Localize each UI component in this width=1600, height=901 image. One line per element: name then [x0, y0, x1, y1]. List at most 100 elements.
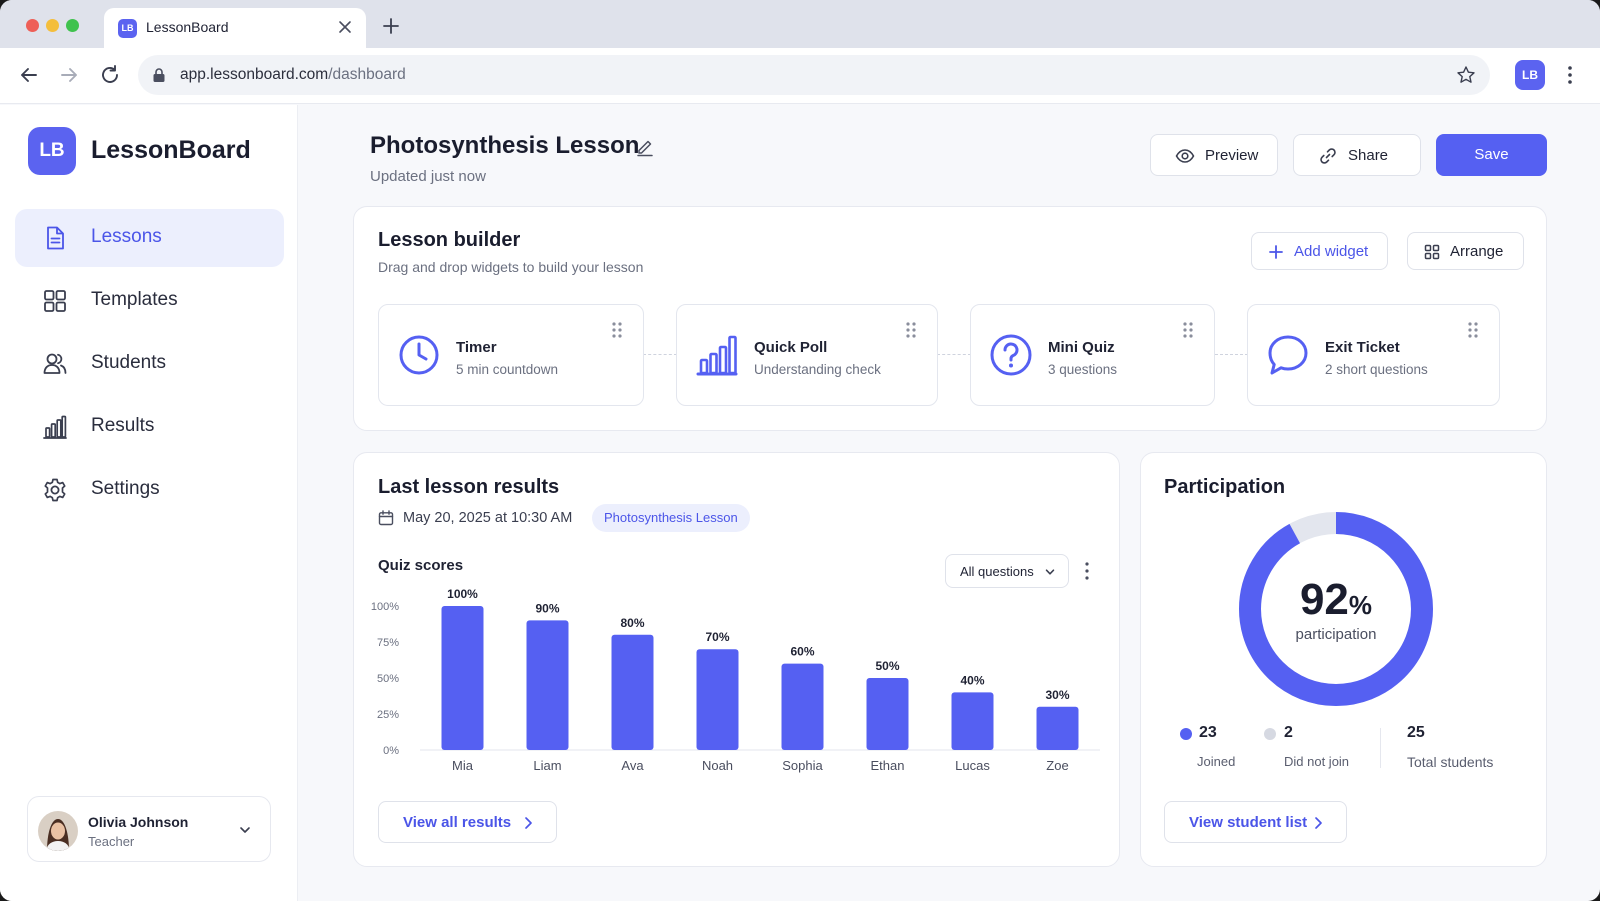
back-icon[interactable]: [17, 63, 41, 87]
question-filter-select[interactable]: All questions: [945, 554, 1069, 588]
x-tick-label: Liam: [533, 758, 561, 773]
chart-bar: [951, 692, 994, 750]
preview-button[interactable]: Preview: [1150, 134, 1278, 176]
results-date: May 20, 2025 at 10:30 AM: [403, 510, 573, 526]
profile-avatar[interactable]: LB: [1515, 60, 1545, 90]
quiz-scores-chart: 0% 25% 50% 75% 100% 100% Mia 90% Liam 80% Ava 70% No…: [371, 587, 1100, 773]
last-updated-status: Updated just now: [370, 168, 486, 185]
data-label: 50%: [875, 659, 899, 673]
chevron-down-icon: [240, 827, 250, 833]
drag-handle-icon[interactable]: [611, 321, 623, 339]
widget-title: Quick Poll: [754, 339, 828, 356]
add-widget-button[interactable]: Add widget: [1251, 232, 1388, 270]
sidebar-item-results[interactable]: Results: [15, 398, 284, 456]
lesson-tag: Photosynthesis Lesson: [592, 504, 750, 532]
sidebar-item-lessons[interactable]: Lessons: [15, 209, 284, 267]
drag-handle-icon[interactable]: [905, 321, 917, 339]
more-options-icon[interactable]: [1084, 561, 1090, 581]
widget-card-mini-quiz[interactable]: Mini Quiz 3 questions: [970, 304, 1215, 406]
document-icon: [47, 226, 64, 250]
preview-label: Preview: [1205, 147, 1259, 164]
widget-connector: [937, 354, 971, 355]
sidebar-item-label: Templates: [91, 289, 178, 310]
sidebar-item-label: Lessons: [91, 226, 162, 247]
browser-tab[interactable]: LB LessonBoard: [104, 8, 366, 48]
chevron-right-icon: [525, 817, 532, 829]
browser-toolbar: app.lessonboard.com/dashboard LB: [0, 48, 1600, 104]
arrange-button[interactable]: Arrange: [1407, 232, 1524, 270]
brand-logo[interactable]: LB: [28, 127, 76, 175]
chart-title: Quiz scores: [378, 557, 464, 574]
close-tab-icon[interactable]: [336, 18, 354, 36]
chat-bubble-icon: [1268, 335, 1308, 375]
add-widget-label: Add widget: [1294, 243, 1369, 260]
widget-subtitle: 2 short questions: [1325, 362, 1428, 377]
chart-bar: [611, 634, 654, 750]
share-button[interactable]: Share: [1293, 134, 1421, 176]
divider: [1380, 728, 1381, 768]
data-label: 40%: [960, 673, 984, 687]
new-tab-icon[interactable]: [382, 17, 400, 35]
x-tick-label: Noah: [702, 758, 733, 773]
close-window-button[interactable]: [26, 19, 39, 32]
edit-pencil-icon[interactable]: [635, 137, 655, 157]
x-tick-label: Ava: [621, 758, 644, 773]
view-student-list-button[interactable]: View student list: [1164, 801, 1347, 843]
gear-icon: [44, 478, 66, 502]
x-tick-label: Ethan: [871, 758, 905, 773]
sidebar-item-templates[interactable]: Templates: [15, 272, 284, 330]
widget-card-timer[interactable]: Timer 5 min countdown: [378, 304, 644, 406]
participation-percent: 92%: [1299, 575, 1373, 624]
sidebar-item-students[interactable]: Students: [15, 335, 284, 393]
reload-icon[interactable]: [98, 63, 122, 87]
arrange-label: Arrange: [1450, 243, 1504, 260]
page-title: Photosynthesis Lesson: [370, 132, 640, 159]
question-filter-value: All questions: [960, 564, 1034, 579]
user-name: Olivia Johnson: [88, 814, 189, 830]
user-menu[interactable]: Olivia Johnson Teacher: [27, 796, 271, 862]
widget-title: Mini Quiz: [1048, 339, 1115, 356]
x-tick-label: Lucas: [955, 758, 990, 773]
results-title: Last lesson results: [378, 476, 560, 498]
joined-count: 23: [1199, 724, 1217, 741]
chart-bar: [866, 678, 909, 750]
share-label: Share: [1348, 147, 1389, 164]
lock-icon: [153, 68, 165, 82]
drag-handle-icon[interactable]: [1182, 321, 1194, 339]
eye-icon: [1175, 149, 1195, 163]
address-bar[interactable]: app.lessonboard.com/dashboard: [138, 55, 1490, 95]
minimize-window-button[interactable]: [46, 19, 59, 32]
sidebar-item-settings[interactable]: Settings: [15, 461, 284, 519]
save-button[interactable]: Save: [1436, 134, 1547, 176]
chart-bar: [1036, 706, 1079, 750]
y-tick-label: 50%: [377, 673, 399, 685]
widget-subtitle: 5 min countdown: [456, 362, 559, 377]
x-tick-label: Sophia: [782, 758, 823, 773]
arrange-grid-icon: [1424, 244, 1440, 260]
x-tick-label: Zoe: [1046, 758, 1068, 773]
data-label: 80%: [620, 616, 644, 630]
browser-menu-icon[interactable]: [1566, 63, 1574, 87]
widget-card-exit-ticket[interactable]: Exit Ticket 2 short questions: [1247, 304, 1500, 406]
drag-handle-icon[interactable]: [1467, 321, 1479, 339]
chart-bar: [781, 663, 824, 750]
bookmark-star-icon[interactable]: [1456, 65, 1476, 85]
view-all-results-button[interactable]: View all results: [378, 801, 557, 843]
maximize-window-button[interactable]: [66, 19, 79, 32]
bar-chart-icon: [43, 415, 67, 439]
view-all-results-label: View all results: [403, 814, 512, 831]
chevron-down-icon: [1045, 569, 1055, 575]
not-joined-count: 2: [1284, 724, 1293, 741]
forward-icon[interactable]: [57, 63, 81, 87]
widget-card-quick-poll[interactable]: Quick Poll Understanding check: [676, 304, 938, 406]
user-role: Teacher: [88, 834, 135, 849]
joined-label: Joined: [1197, 754, 1236, 769]
view-student-list-label: View student list: [1189, 814, 1308, 831]
plus-icon: [1269, 245, 1283, 259]
lesson-builder-title: Lesson builder: [378, 229, 521, 251]
favicon: LB: [118, 19, 137, 38]
not-joined-label: Did not join: [1284, 754, 1350, 769]
avatar: [38, 811, 78, 851]
participation-title: Participation: [1164, 476, 1286, 498]
